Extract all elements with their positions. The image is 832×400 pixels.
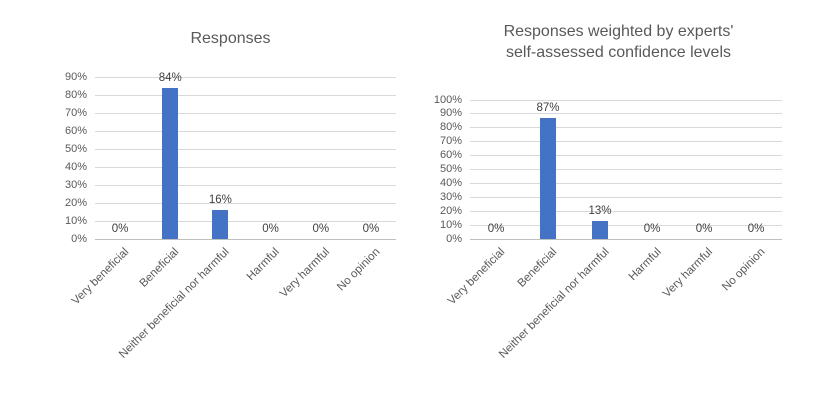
data-label: 87% — [536, 102, 560, 115]
data-label: 0% — [111, 223, 129, 235]
x-axis-category-label: Neither beneficial nor harmful — [117, 246, 232, 361]
y-axis-tick-label: 80% — [64, 88, 87, 101]
y-axis-tick-label: 10% — [439, 218, 462, 231]
x-axis-category-label: No opinion — [720, 246, 768, 294]
y-axis-tick-label: 10% — [64, 214, 87, 227]
gridline — [95, 184, 396, 186]
y-axis-tick-label: 20% — [439, 204, 462, 217]
y-axis-tick-label: 30% — [439, 190, 462, 203]
x-axis-category-label: No opinion — [335, 246, 383, 294]
gridline — [95, 112, 396, 114]
data-label: 0% — [747, 223, 765, 235]
y-axis-tick-label: 40% — [64, 160, 87, 173]
x-axis-category-label: Harmful — [245, 246, 283, 283]
y-axis-tick-label: 0% — [71, 232, 87, 245]
x-axis-category-label: Harmful — [626, 246, 664, 283]
bar — [162, 87, 179, 239]
x-axis-category-label: Very beneficial — [446, 246, 508, 308]
x-axis-line — [95, 238, 396, 240]
chart-title-line: Responses weighted by experts' — [503, 23, 734, 40]
y-axis-tick-label: 70% — [439, 135, 462, 148]
y-axis-tick-label: 50% — [64, 142, 87, 155]
gridline — [470, 127, 782, 129]
gridline — [470, 169, 782, 170]
x-axis-category-label: Very harmful — [278, 246, 333, 301]
gridline — [470, 155, 782, 157]
gridline — [470, 224, 782, 226]
chart-title: Responses weighted by experts' self-asse… — [450, 21, 787, 63]
data-label: 0% — [643, 223, 661, 235]
data-label: 84% — [158, 71, 182, 84]
x-axis-category-label: Very harmful — [661, 246, 716, 301]
bar — [540, 118, 556, 239]
y-axis-tick-label: 90% — [64, 70, 87, 83]
gridline — [470, 141, 782, 143]
y-axis-tick-label: 100% — [433, 93, 462, 106]
y-axis-tick-label: 80% — [439, 121, 462, 134]
y-axis-tick-label: 0% — [446, 232, 462, 245]
x-axis-category-label: Neither beneficial nor harmful — [496, 246, 612, 361]
plot-area: 0% 10% 20% 30% 40% 50% 60% 70% 80% 90% 0% Very bene… — [65, 71, 396, 361]
gridline — [470, 196, 782, 198]
gridline — [470, 113, 782, 115]
plot-area: 0% 10% 20% 30% 40% 50% 60% 70% 80% 90% 100% 0% Very … — [434, 94, 782, 361]
y-axis-tick-label: 60% — [64, 124, 87, 137]
x-axis-category-label: Beneficial — [515, 246, 560, 290]
data-label: 0% — [362, 223, 380, 235]
x-axis-category-label: Very beneficial — [70, 246, 132, 308]
data-label: 16% — [208, 194, 232, 207]
bar — [592, 220, 608, 239]
x-axis-line — [470, 238, 782, 240]
gridline — [95, 148, 396, 150]
gridline — [470, 182, 782, 184]
bar — [212, 210, 229, 239]
y-axis-tick-label: 20% — [64, 196, 87, 209]
y-axis-tick-label: 50% — [439, 163, 462, 175]
gridline — [95, 220, 396, 222]
gridline — [95, 130, 396, 132]
chart-title: Responses — [80, 28, 381, 49]
y-axis-tick-label: 40% — [439, 176, 462, 189]
gridline — [95, 202, 396, 204]
data-label: 0% — [312, 223, 330, 235]
y-axis-tick-label: 60% — [439, 149, 462, 162]
gridline — [470, 210, 782, 212]
x-axis-category-label: Beneficial — [137, 246, 182, 290]
data-label: 0% — [487, 223, 505, 235]
gridline — [95, 76, 396, 78]
data-label: 13% — [588, 204, 612, 217]
y-axis-tick-label: 30% — [64, 178, 87, 191]
chart-title-line: Responses — [190, 30, 271, 47]
y-axis-tick-label: 90% — [439, 107, 462, 120]
data-label: 0% — [695, 223, 713, 235]
y-axis-tick-label: 70% — [64, 106, 87, 119]
data-label: 0% — [262, 223, 279, 235]
chart-title-line: self-assessed confidence levels — [505, 44, 731, 61]
gridline — [470, 99, 782, 101]
gridline — [95, 94, 396, 96]
gridline — [95, 166, 396, 168]
